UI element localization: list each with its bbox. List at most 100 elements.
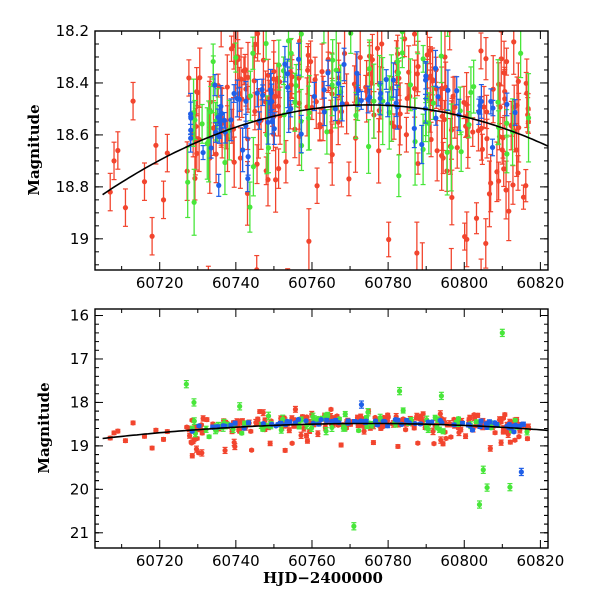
- green-data-point: [305, 115, 312, 121]
- red-data-point: [427, 47, 433, 54]
- red-data-point: [443, 435, 449, 442]
- red-data-point: [292, 406, 299, 412]
- blue-data-point: [390, 77, 397, 83]
- blue-data-point: [469, 427, 476, 433]
- red-data-point: [510, 182, 516, 188]
- red-data-point: [271, 76, 277, 82]
- blue-data-point: [478, 418, 484, 424]
- green-data-point: [412, 139, 418, 145]
- green-data-point: [325, 412, 331, 418]
- red-data-point: [276, 166, 282, 172]
- red-data-point: [512, 437, 518, 443]
- red-data-point: [317, 124, 323, 130]
- red-data-point: [520, 194, 527, 200]
- green-data-point: [340, 425, 346, 431]
- red-data-point: [219, 13, 224, 18]
- red-data-point: [484, 136, 490, 142]
- red-data-point: [511, 39, 517, 45]
- red-data-point: [353, 305, 358, 310]
- red-data-point: [222, 447, 228, 454]
- red-data-point: [254, 31, 261, 37]
- x-tick-label: 60780: [364, 274, 412, 292]
- green-data-point: [329, 82, 335, 88]
- green-data-point: [222, 159, 228, 166]
- blue-data-point: [341, 61, 347, 68]
- blue-data-point: [260, 420, 266, 427]
- blue-data-point: [221, 117, 227, 123]
- red-data-point: [429, 78, 435, 84]
- blue-data-point: [228, 117, 234, 123]
- red-data-point: [186, 433, 193, 439]
- bottom-axis-ticks: 60720 60740 60760 60780 60800 60820 16 17 18 19 20…: [70, 307, 564, 570]
- red-data-point: [274, 375, 279, 380]
- blue-data-point: [395, 417, 401, 423]
- red-data-point: [149, 233, 155, 239]
- red-data-point: [363, 2, 368, 7]
- red-data-point: [329, 152, 335, 158]
- red-data-point: [197, 75, 203, 81]
- red-data-point: [305, 52, 311, 58]
- x-tick-label: 60760: [288, 274, 336, 292]
- bottom-trend-line: [102, 422, 548, 440]
- red-data-point: [255, 416, 261, 422]
- blue-data-point: [240, 147, 246, 153]
- blue-data-point: [321, 109, 327, 115]
- red-data-point: [475, 128, 482, 134]
- red-data-point: [241, 68, 247, 74]
- red-data-point: [111, 158, 117, 164]
- red-data-point: [503, 59, 510, 65]
- blue-data-point: [335, 80, 342, 87]
- red-data-point: [449, 194, 455, 201]
- x-tick-label: 60740: [212, 274, 260, 292]
- blue-data-point: [492, 420, 498, 426]
- green-data-point: [263, 40, 269, 47]
- red-data-point: [267, 440, 273, 447]
- red-data-point: [439, 113, 445, 120]
- red-data-point: [414, 250, 420, 256]
- green-data-point: [324, 129, 330, 135]
- blue-data-point: [212, 82, 218, 88]
- green-data-point: [247, 93, 254, 99]
- green-data-point: [288, 50, 294, 56]
- green-data-point: [396, 173, 402, 179]
- red-data-point: [276, 79, 283, 85]
- x-tick-label: 60720: [136, 274, 184, 292]
- red-data-point: [164, 150, 170, 156]
- red-data-point: [122, 438, 129, 444]
- red-data-point: [411, 425, 417, 431]
- blue-data-point: [419, 141, 425, 148]
- green-data-point: [210, 58, 216, 65]
- top-axis-ticks: 60720 60740 60760 60780 60800 60820 18.2 18.4 18…: [56, 22, 565, 292]
- green-data-point: [306, 110, 312, 116]
- green-data-point: [504, 151, 510, 157]
- red-data-point: [420, 411, 426, 417]
- bottom-data-points: [107, 328, 532, 531]
- blue-data-point: [324, 417, 330, 423]
- red-data-point: [389, 303, 394, 308]
- red-data-point: [141, 179, 148, 185]
- red-data-point: [471, 412, 477, 418]
- blue-data-point: [422, 77, 429, 83]
- red-data-point: [515, 170, 521, 176]
- y-tick-label: 19: [70, 230, 89, 248]
- green-data-point: [192, 117, 198, 123]
- red-data-point: [314, 183, 320, 189]
- red-data-point: [379, 41, 385, 47]
- y-tick-label: 17: [70, 350, 89, 368]
- red-data-point: [245, 74, 251, 80]
- red-data-point: [417, 416, 423, 422]
- green-data-point: [504, 120, 510, 126]
- y-tick-label: 16: [70, 307, 89, 325]
- red-data-point: [515, 78, 521, 84]
- blue-data-point: [518, 469, 524, 475]
- green-data-point: [280, 416, 286, 422]
- y-tick-label: 18.2: [56, 22, 89, 40]
- red-data-point: [189, 453, 195, 459]
- red-data-point: [503, 187, 509, 193]
- red-data-point: [374, 45, 381, 51]
- red-data-point: [315, 431, 321, 437]
- x-tick-label: 60720: [136, 552, 184, 570]
- green-data-point: [371, 98, 377, 104]
- green-data-point: [396, 388, 403, 394]
- red-data-point: [514, 147, 520, 153]
